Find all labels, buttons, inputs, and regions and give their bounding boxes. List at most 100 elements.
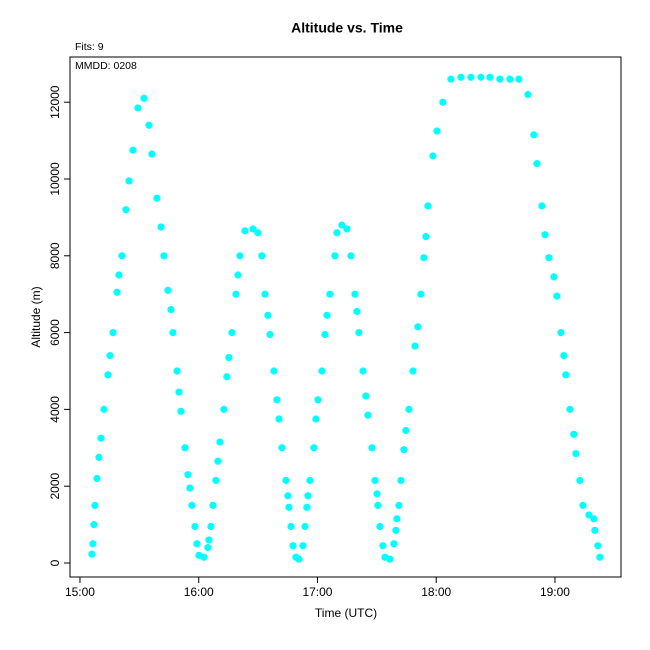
data-point <box>289 542 297 550</box>
data-point <box>90 520 98 529</box>
data-point <box>97 434 105 442</box>
data-point <box>91 501 99 509</box>
data-point <box>295 555 303 563</box>
data-point <box>125 177 133 185</box>
x-tick-label: 17:00 <box>302 585 332 599</box>
data-point <box>167 305 175 314</box>
data-point <box>368 444 376 452</box>
data-point <box>477 73 485 81</box>
data-point <box>209 501 217 509</box>
data-point <box>89 540 97 548</box>
x-axis-label: Time (UTC) <box>315 606 377 620</box>
data-point <box>109 328 117 337</box>
data-point <box>429 152 437 160</box>
x-tick-label: 16:00 <box>184 585 214 599</box>
data-point <box>115 271 123 279</box>
data-point <box>134 104 142 112</box>
data-point <box>204 544 212 552</box>
chart-title: Altitude vs. Time <box>291 20 403 36</box>
y-tick-label: 10000 <box>48 162 62 196</box>
data-point <box>364 411 372 419</box>
data-point <box>234 271 242 279</box>
data-point <box>362 392 370 400</box>
data-point <box>145 121 153 129</box>
data-point <box>359 367 367 375</box>
data-point <box>181 444 189 452</box>
data-point <box>236 252 244 260</box>
data-point <box>386 555 394 563</box>
data-point <box>397 476 405 485</box>
data-point <box>405 405 413 413</box>
data-point <box>186 484 194 492</box>
data-point <box>113 288 121 296</box>
data-point <box>266 330 274 339</box>
data-point <box>562 371 570 379</box>
data-point <box>258 252 266 260</box>
data-point <box>439 98 447 106</box>
data-point <box>355 328 363 337</box>
y-tick-label: 12000 <box>48 85 62 119</box>
data-point <box>216 438 224 446</box>
data-point <box>447 75 455 83</box>
data-point <box>284 492 292 500</box>
data-point <box>188 501 196 509</box>
data-point <box>160 252 168 260</box>
data-point <box>411 342 419 350</box>
data-point <box>306 476 314 485</box>
data-point <box>541 231 549 239</box>
data-point <box>273 396 281 404</box>
data-point <box>254 229 262 237</box>
data-point <box>400 446 408 454</box>
data-point <box>422 232 430 241</box>
data-point <box>264 311 272 319</box>
data-point <box>506 75 514 83</box>
data-point <box>379 542 387 550</box>
data-point <box>95 453 103 461</box>
data-point <box>486 73 494 81</box>
data-point <box>299 542 307 550</box>
data-point <box>278 444 286 452</box>
data-point <box>228 328 236 337</box>
data-point <box>550 273 558 281</box>
data-point <box>140 94 148 102</box>
data-point <box>572 449 580 458</box>
data-point <box>576 476 584 485</box>
data-point <box>153 194 161 202</box>
data-point <box>579 501 587 509</box>
data-point <box>326 290 334 298</box>
data-point <box>553 292 561 300</box>
data-point <box>395 501 403 509</box>
data-point <box>220 405 228 413</box>
data-point <box>241 227 249 235</box>
data-point <box>570 430 578 438</box>
y-tick-label: 6000 <box>48 319 62 346</box>
data-point <box>591 526 599 534</box>
data-point <box>193 540 201 548</box>
data-point <box>93 474 101 483</box>
data-point <box>301 522 309 531</box>
data-point <box>424 202 432 210</box>
data-point <box>287 522 295 531</box>
y-tick-label: 2000 <box>48 473 62 500</box>
data-point <box>282 476 290 485</box>
data-point <box>314 396 322 404</box>
data-point <box>104 371 112 379</box>
data-point <box>333 229 341 237</box>
data-point <box>373 490 381 498</box>
data-point <box>557 328 565 337</box>
data-point <box>585 511 593 519</box>
annotation: Fits: 9 <box>75 41 104 53</box>
y-tick-label: 0 <box>48 559 62 566</box>
data-point <box>351 290 359 298</box>
data-point <box>353 307 361 316</box>
data-point <box>225 353 233 362</box>
data-point <box>515 75 523 83</box>
data-point <box>249 225 257 233</box>
data-point <box>347 252 355 260</box>
data-point <box>118 252 126 260</box>
data-point <box>376 522 384 531</box>
data-point <box>88 550 96 558</box>
data-point <box>409 367 417 375</box>
data-point <box>191 522 199 531</box>
data-point <box>200 553 208 561</box>
